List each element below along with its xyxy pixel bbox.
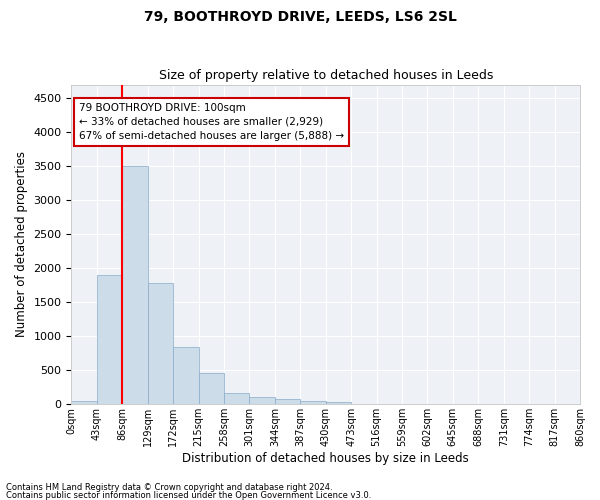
Bar: [71, 401, 97, 404]
Text: Contains public sector information licensed under the Open Government Licence v3: Contains public sector information licen…: [6, 491, 371, 500]
Text: 79 BOOTHROYD DRIVE: 100sqm
← 33% of detached houses are smaller (2,929)
67% of s: 79 BOOTHROYD DRIVE: 100sqm ← 33% of deta…: [79, 103, 344, 141]
Bar: [148, 283, 173, 405]
Bar: [300, 400, 326, 404]
Text: Contains HM Land Registry data © Crown copyright and database right 2024.: Contains HM Land Registry data © Crown c…: [6, 484, 332, 492]
Text: 79, BOOTHROYD DRIVE, LEEDS, LS6 2SL: 79, BOOTHROYD DRIVE, LEEDS, LS6 2SL: [143, 10, 457, 24]
Bar: [250, 398, 275, 404]
Bar: [122, 166, 148, 404]
Bar: [275, 399, 300, 404]
Title: Size of property relative to detached houses in Leeds: Size of property relative to detached ho…: [158, 69, 493, 82]
Y-axis label: Number of detached properties: Number of detached properties: [15, 152, 28, 338]
Bar: [224, 394, 250, 404]
Bar: [97, 275, 122, 404]
X-axis label: Distribution of detached houses by size in Leeds: Distribution of detached houses by size …: [182, 452, 469, 465]
Bar: [173, 347, 199, 405]
Bar: [326, 402, 351, 404]
Bar: [199, 373, 224, 404]
